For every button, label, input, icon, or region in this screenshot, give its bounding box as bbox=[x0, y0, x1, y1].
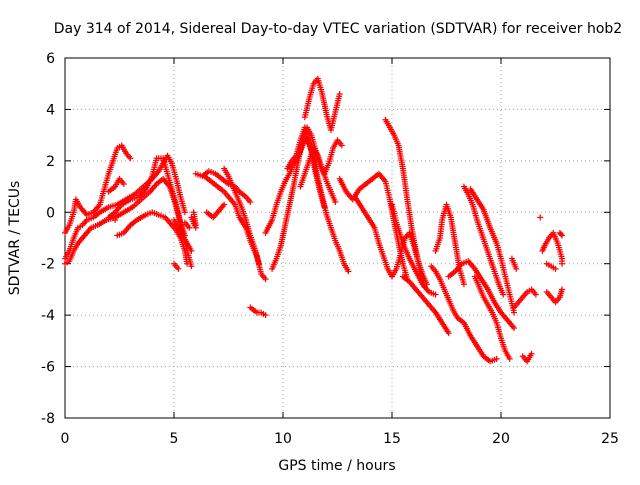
x-tick-label: 25 bbox=[601, 431, 619, 447]
series-arc13 bbox=[192, 168, 254, 205]
data-point-marker bbox=[506, 355, 513, 362]
data-point-marker bbox=[532, 291, 539, 298]
series-arc21 bbox=[284, 124, 352, 275]
x-axis-label: GPS time / hours bbox=[278, 458, 395, 474]
y-tick-label: 6 bbox=[46, 51, 55, 67]
axis-ticks: 0 5 10 15 20 25 -8 -6 -4 -2 0 2 4 6 bbox=[41, 51, 619, 447]
data-point-marker bbox=[186, 224, 193, 231]
series-arc27 bbox=[399, 273, 452, 337]
data-point-marker bbox=[513, 265, 520, 272]
series-arc40 bbox=[543, 286, 566, 306]
series-arc36 bbox=[511, 286, 539, 311]
x-tick-label: 0 bbox=[61, 431, 70, 447]
data-point-marker bbox=[500, 291, 507, 298]
data-point-marker bbox=[460, 281, 467, 288]
y-axis-label: SDTVAR / TECUs bbox=[7, 181, 23, 296]
data-point-marker bbox=[181, 209, 188, 216]
data-point-marker bbox=[247, 199, 254, 205]
series-arc4 bbox=[105, 155, 188, 239]
series-arc22 bbox=[297, 145, 339, 205]
data-point-marker bbox=[192, 222, 199, 229]
data-point-marker bbox=[332, 199, 339, 205]
series-arc17 bbox=[247, 304, 269, 319]
series-arc20 bbox=[301, 75, 343, 133]
data-point-marker bbox=[221, 201, 228, 208]
data-point-marker bbox=[175, 265, 182, 272]
y-tick-label: 0 bbox=[46, 205, 55, 221]
series-arc12 bbox=[190, 209, 199, 229]
data-point-marker bbox=[256, 260, 263, 267]
series-arc26 bbox=[389, 201, 439, 298]
series-arc41 bbox=[556, 229, 566, 239]
x-tick-label: 20 bbox=[492, 431, 510, 447]
series-arc39 bbox=[543, 260, 559, 272]
series-arc37 bbox=[537, 214, 544, 221]
series-arc15 bbox=[203, 201, 228, 221]
x-tick-label: 5 bbox=[170, 431, 179, 447]
series-arc8 bbox=[181, 219, 193, 231]
data-point-marker bbox=[262, 276, 269, 283]
data-point-marker bbox=[188, 247, 195, 254]
data-point-marker bbox=[432, 291, 439, 298]
y-tick-label: 4 bbox=[46, 102, 55, 118]
data-point-marker bbox=[511, 325, 518, 331]
series-arc2 bbox=[62, 142, 134, 236]
y-tick-label: -6 bbox=[41, 360, 55, 376]
data-point-marker bbox=[127, 155, 134, 162]
data-point-marker bbox=[120, 181, 127, 187]
data-point-marker bbox=[559, 232, 566, 239]
data-point-marker bbox=[338, 142, 345, 149]
series-arc38 bbox=[539, 229, 566, 267]
data-point-marker bbox=[445, 330, 452, 337]
series-arc34 bbox=[508, 255, 520, 272]
series-arc16 bbox=[221, 165, 263, 267]
series-arc10 bbox=[112, 217, 119, 223]
series-arc5 bbox=[105, 175, 127, 195]
series-arc33 bbox=[471, 273, 513, 362]
data-point-marker bbox=[184, 260, 191, 267]
series-arc9 bbox=[171, 260, 182, 272]
series-arc30 bbox=[445, 258, 518, 331]
series-arc35 bbox=[519, 350, 535, 365]
y-tick-label: -8 bbox=[41, 411, 55, 427]
series-arc31 bbox=[460, 183, 507, 298]
data-point-marker bbox=[557, 231, 564, 238]
x-tick-label: 10 bbox=[274, 431, 292, 447]
plot-frame bbox=[64, 57, 611, 419]
data-point-marker bbox=[559, 260, 566, 267]
x-tick-label: 15 bbox=[383, 431, 401, 447]
data-point-marker bbox=[345, 268, 352, 275]
series-arc32 bbox=[467, 186, 518, 316]
chart-title: Day 314 of 2014, Sidereal Day-to-day VTE… bbox=[54, 21, 622, 37]
series-arc28 bbox=[432, 201, 467, 288]
data-point-marker bbox=[559, 286, 566, 293]
data-point-marker bbox=[552, 265, 559, 272]
data-point-marker bbox=[511, 309, 518, 316]
y-tick-label: -4 bbox=[41, 308, 55, 324]
series-arc29 bbox=[428, 263, 500, 365]
data-point-marker bbox=[493, 355, 500, 362]
y-tick-label: 2 bbox=[46, 154, 55, 170]
data-points bbox=[62, 75, 566, 365]
data-point-marker bbox=[537, 214, 544, 221]
y-tick-label: -2 bbox=[41, 257, 55, 273]
data-point-marker bbox=[336, 91, 343, 97]
data-point-marker bbox=[188, 263, 195, 270]
data-point-marker bbox=[112, 217, 119, 223]
series-arc11 bbox=[114, 209, 191, 267]
data-point-marker bbox=[262, 312, 269, 319]
data-point-marker bbox=[528, 350, 535, 357]
